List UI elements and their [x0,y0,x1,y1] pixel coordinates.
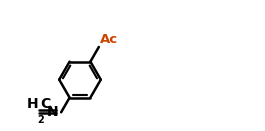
Text: H: H [26,97,38,111]
Text: Ac: Ac [100,33,118,46]
Text: C: C [40,97,51,111]
Text: 2: 2 [37,115,44,125]
Text: N: N [47,105,59,119]
